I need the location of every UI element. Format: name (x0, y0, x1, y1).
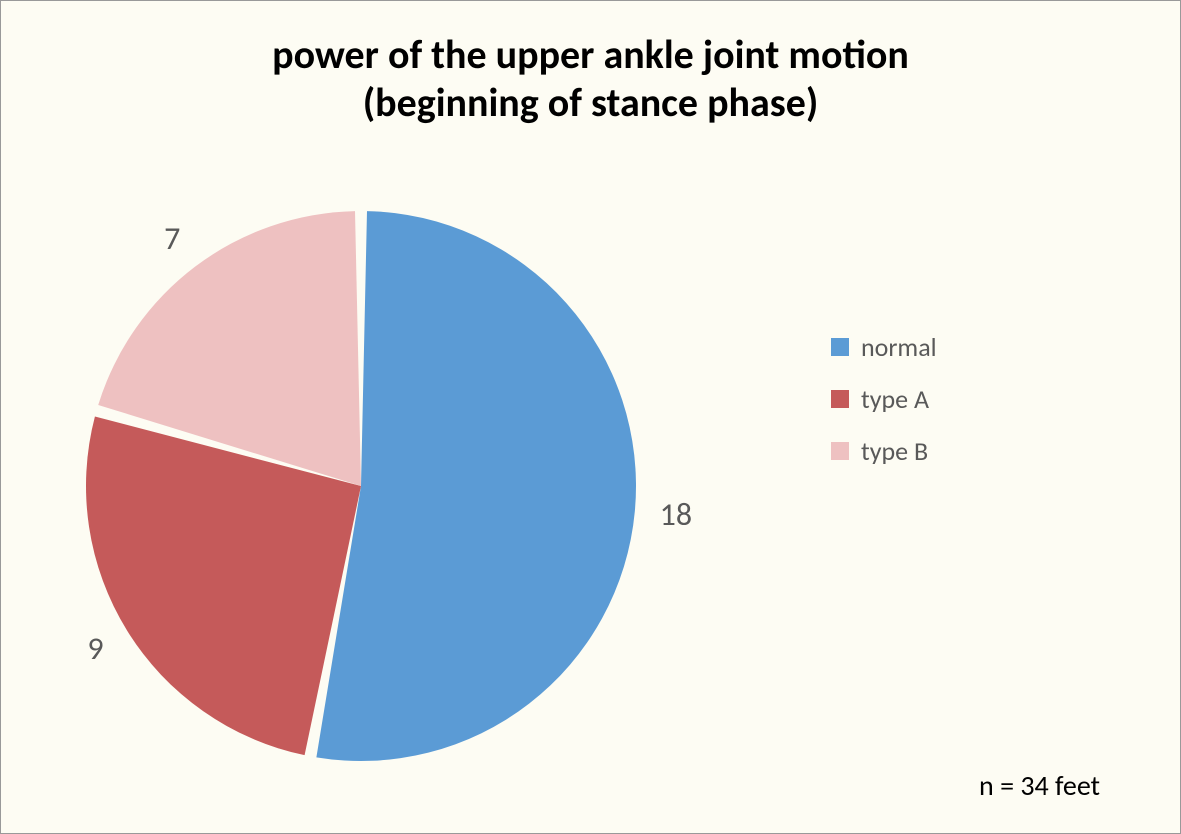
legend: normal type A type B (831, 331, 937, 487)
chart-title: power of the upper ankle joint motion (b… (1, 1, 1180, 127)
footnote: n = 34 feet (979, 768, 1100, 803)
chart-container: power of the upper ankle joint motion (b… (0, 0, 1181, 834)
pie-chart: 1897 (76, 201, 646, 771)
legend-item: normal (831, 331, 937, 363)
legend-swatch (831, 338, 849, 356)
title-line-2: (beginning of stance phase) (1, 79, 1180, 127)
legend-label: normal (861, 331, 937, 363)
legend-swatch (831, 442, 849, 460)
slice-data-label: 7 (164, 219, 180, 258)
legend-swatch (831, 390, 849, 408)
legend-label: type A (861, 383, 929, 415)
pie-svg (76, 201, 646, 771)
legend-item: type B (831, 435, 937, 467)
slice-data-label: 9 (87, 629, 103, 668)
slice-data-label: 18 (660, 495, 692, 534)
legend-label: type B (861, 435, 928, 467)
pie-slice (316, 211, 636, 761)
title-line-1: power of the upper ankle joint motion (1, 31, 1180, 79)
legend-item: type A (831, 383, 937, 415)
